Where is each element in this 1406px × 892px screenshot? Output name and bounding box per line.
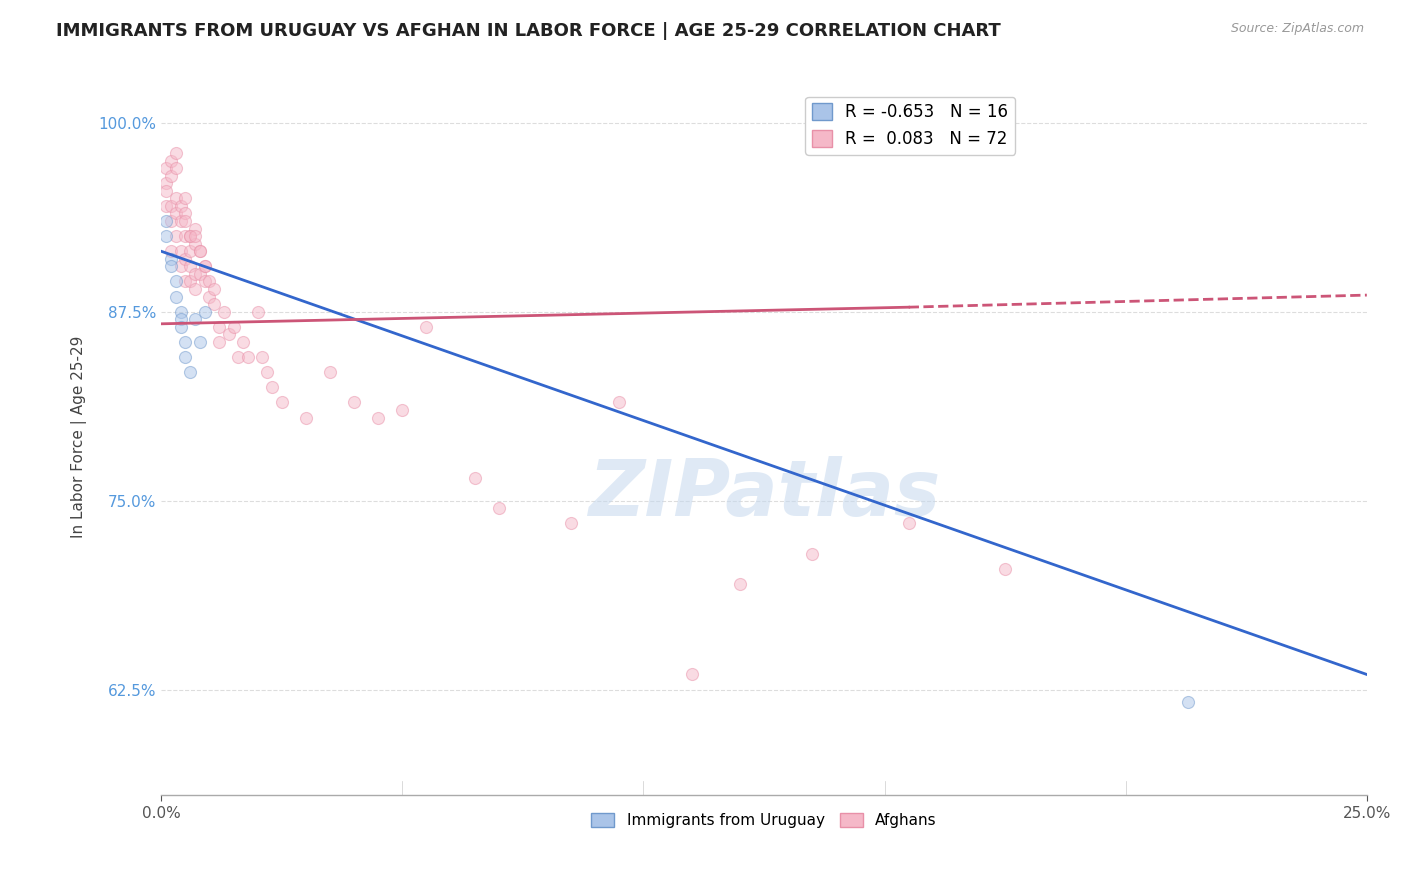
Legend: Immigrants from Uruguay, Afghans: Immigrants from Uruguay, Afghans	[585, 807, 942, 834]
Point	[160, 169, 183, 183]
Point	[174, 229, 197, 244]
Point	[184, 267, 207, 281]
Point	[212, 304, 235, 318]
Point	[160, 260, 183, 274]
Point	[228, 350, 250, 364]
Point	[160, 199, 183, 213]
Point	[174, 275, 197, 289]
Point	[169, 260, 191, 274]
Point	[1177, 695, 1199, 709]
Point	[184, 221, 207, 235]
Point	[155, 184, 177, 198]
Point	[994, 562, 1017, 576]
Point	[208, 319, 231, 334]
Point	[169, 244, 191, 259]
Point	[232, 334, 254, 349]
Point	[174, 350, 197, 364]
Point	[155, 214, 177, 228]
Point	[488, 501, 510, 516]
Point	[607, 395, 630, 409]
Point	[160, 252, 183, 266]
Point	[343, 395, 366, 409]
Point	[174, 252, 197, 266]
Point	[194, 275, 217, 289]
Point	[155, 161, 177, 175]
Point	[367, 410, 389, 425]
Point	[222, 319, 245, 334]
Y-axis label: In Labor Force | Age 25-29: In Labor Force | Age 25-29	[72, 335, 87, 538]
Point	[202, 297, 225, 311]
Point	[252, 350, 274, 364]
Point	[165, 161, 187, 175]
Point	[184, 229, 207, 244]
Point	[155, 199, 177, 213]
Point	[194, 260, 217, 274]
Point	[165, 191, 187, 205]
Point	[198, 290, 221, 304]
Point	[155, 176, 177, 190]
Point	[236, 350, 259, 364]
Point	[169, 304, 191, 318]
Point	[179, 260, 201, 274]
Point	[198, 275, 221, 289]
Point	[391, 403, 413, 417]
Point	[155, 229, 177, 244]
Point	[194, 260, 217, 274]
Point	[184, 236, 207, 251]
Point	[165, 229, 187, 244]
Point	[184, 282, 207, 296]
Point	[174, 334, 197, 349]
Text: IMMIGRANTS FROM URUGUAY VS AFGHAN IN LABOR FORCE | AGE 25-29 CORRELATION CHART: IMMIGRANTS FROM URUGUAY VS AFGHAN IN LAB…	[56, 22, 1001, 40]
Text: ZIPatlas: ZIPatlas	[588, 456, 941, 532]
Point	[218, 327, 240, 342]
Point	[681, 667, 703, 681]
Point	[169, 319, 191, 334]
Point	[165, 146, 187, 161]
Point	[160, 244, 183, 259]
Point	[179, 275, 201, 289]
Point	[179, 244, 201, 259]
Point	[415, 319, 437, 334]
Point	[179, 229, 201, 244]
Point	[165, 275, 187, 289]
Point	[202, 282, 225, 296]
Point	[801, 547, 824, 561]
Point	[188, 267, 211, 281]
Point	[319, 365, 342, 379]
Point	[270, 395, 292, 409]
Point	[169, 312, 191, 326]
Point	[169, 199, 191, 213]
Point	[188, 244, 211, 259]
Point	[179, 365, 201, 379]
Point	[160, 153, 183, 168]
Point	[262, 380, 284, 394]
Point	[188, 244, 211, 259]
Point	[184, 312, 207, 326]
Point	[165, 290, 187, 304]
Point	[174, 206, 197, 220]
Point	[169, 214, 191, 228]
Text: Source: ZipAtlas.com: Source: ZipAtlas.com	[1230, 22, 1364, 36]
Point	[174, 214, 197, 228]
Point	[897, 516, 920, 531]
Point	[174, 191, 197, 205]
Point	[295, 410, 318, 425]
Point	[188, 334, 211, 349]
Point	[560, 516, 582, 531]
Point	[208, 334, 231, 349]
Point	[179, 229, 201, 244]
Point	[728, 576, 751, 591]
Point	[464, 471, 486, 485]
Point	[256, 365, 278, 379]
Point	[246, 304, 269, 318]
Point	[160, 214, 183, 228]
Point	[194, 304, 217, 318]
Point	[165, 206, 187, 220]
